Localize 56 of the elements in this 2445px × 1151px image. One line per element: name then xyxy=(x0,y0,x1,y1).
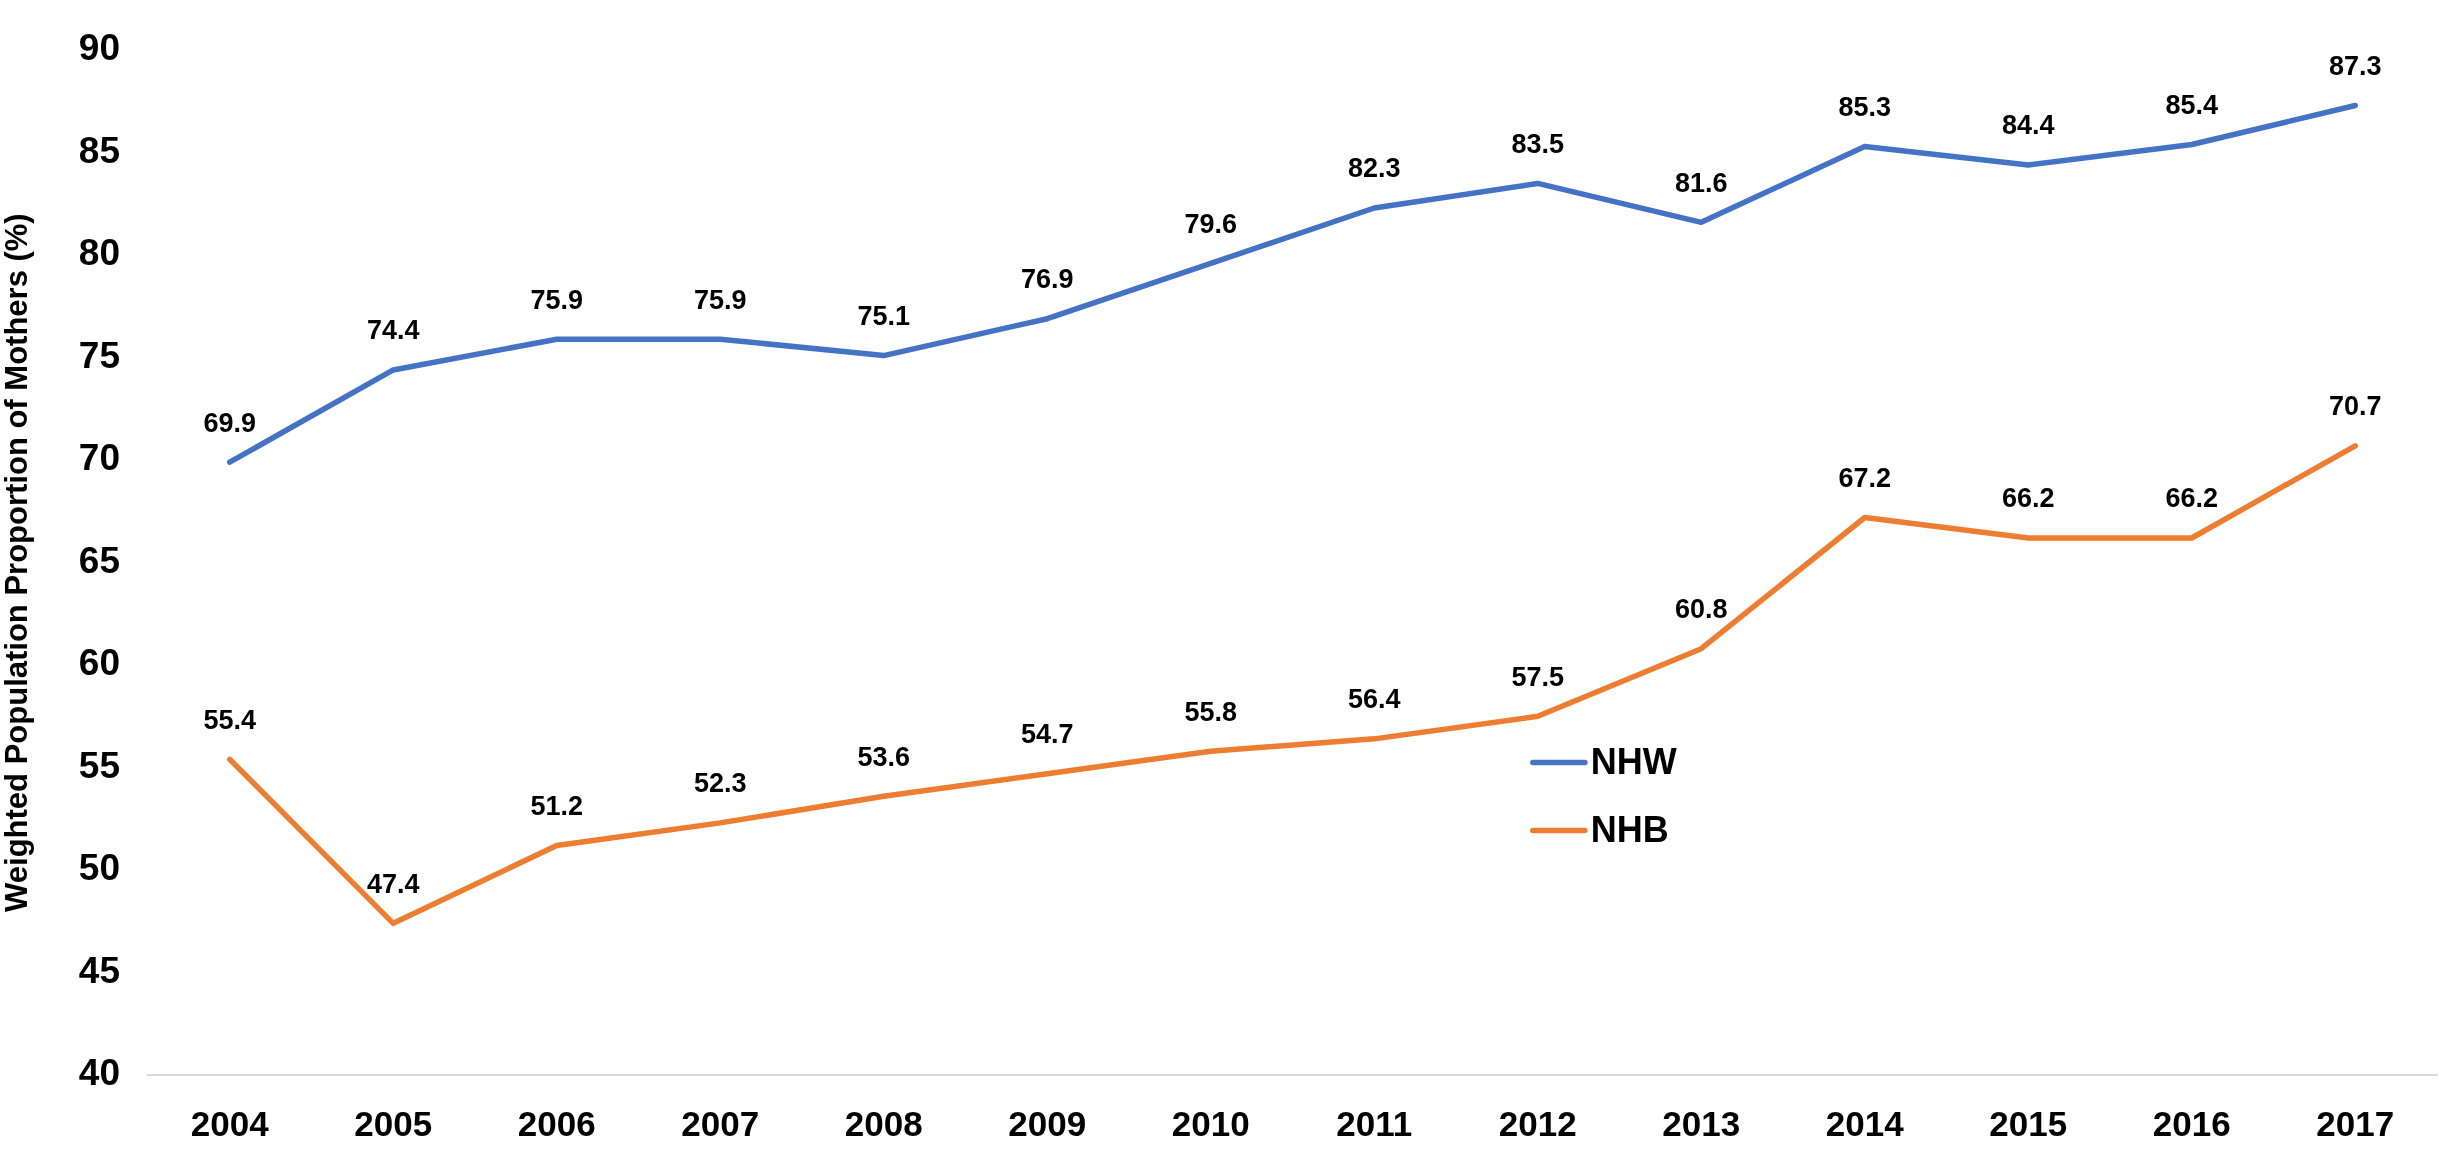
data-label: 66.2 xyxy=(2165,483,2219,514)
data-label: 56.4 xyxy=(1347,684,1401,715)
legend-label: NHB xyxy=(1590,809,1669,851)
data-label: 66.2 xyxy=(2001,483,2055,514)
data-label: 76.9 xyxy=(1020,264,1074,295)
x-tick-label: 2017 xyxy=(2316,1103,2395,1143)
data-label: 69.9 xyxy=(203,407,257,438)
data-label: 54.7 xyxy=(1020,719,1074,750)
y-tick-label: 40 xyxy=(78,1052,120,1094)
data-label: 75.9 xyxy=(693,284,747,315)
y-tick-label: 80 xyxy=(78,232,120,274)
y-tick-label: 50 xyxy=(78,847,120,889)
x-tick-label: 2010 xyxy=(1171,1103,1250,1143)
data-label: 70.7 xyxy=(2328,391,2382,422)
data-label: 67.2 xyxy=(1838,462,1892,493)
data-label: 87.3 xyxy=(2328,50,2382,81)
data-label: 47.4 xyxy=(366,868,420,899)
y-tick-label: 65 xyxy=(78,539,120,581)
data-label: 85.3 xyxy=(1838,91,1892,122)
x-tick-label: 2014 xyxy=(1825,1103,1905,1143)
legend-label: NHW xyxy=(1590,741,1677,783)
x-tick-label: 2009 xyxy=(1008,1103,1087,1143)
y-tick-label: 90 xyxy=(78,27,120,69)
y-tick-label: 75 xyxy=(78,334,120,376)
y-tick-label: 60 xyxy=(78,642,120,684)
x-tick-label: 2008 xyxy=(844,1103,923,1143)
data-label: 57.5 xyxy=(1511,661,1565,692)
data-label: 75.9 xyxy=(530,284,584,315)
x-tick-label: 2006 xyxy=(517,1103,596,1143)
data-label: 53.6 xyxy=(857,741,911,772)
y-tick-label: 55 xyxy=(78,744,120,786)
data-label: 82.3 xyxy=(1347,153,1401,184)
x-tick-label: 2012 xyxy=(1498,1103,1577,1143)
data-label: 51.2 xyxy=(530,790,584,821)
data-label: 75.1 xyxy=(857,301,911,332)
y-tick-label: 70 xyxy=(78,437,120,479)
data-label: 85.4 xyxy=(2165,89,2219,120)
data-label: 55.4 xyxy=(203,704,257,735)
y-tick-label: 85 xyxy=(78,129,120,171)
data-label: 74.4 xyxy=(366,315,420,346)
x-tick-label: 2005 xyxy=(354,1103,433,1143)
data-label: 55.8 xyxy=(1184,696,1238,727)
data-label: 52.3 xyxy=(693,768,747,799)
data-label: 60.8 xyxy=(1674,594,1728,625)
x-tick-label: 2007 xyxy=(681,1103,760,1143)
x-tick-label: 2015 xyxy=(1989,1103,2068,1143)
data-label: 83.5 xyxy=(1511,128,1565,159)
y-tick-label: 45 xyxy=(78,949,120,991)
x-tick-label: 2016 xyxy=(2152,1103,2231,1143)
data-label: 79.6 xyxy=(1184,208,1238,239)
x-tick-label: 2013 xyxy=(1662,1103,1741,1143)
data-label: 84.4 xyxy=(2001,110,2055,141)
y-axis-title: Weighted Population Proportion of Mothers (%) xyxy=(0,213,35,912)
data-label: 81.6 xyxy=(1674,167,1728,198)
x-tick-label: 2011 xyxy=(1336,1103,1413,1143)
x-tick-label: 2004 xyxy=(190,1103,270,1143)
